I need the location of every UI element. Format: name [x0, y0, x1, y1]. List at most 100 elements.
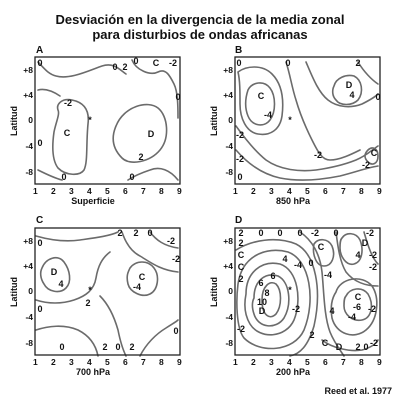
panel-d-x-tick: 4 [287, 357, 292, 367]
panel-a-x-tick: 6 [123, 186, 128, 196]
panel-d-y-ticks: +8 +4 0 -4 -8 [223, 236, 233, 348]
panel-b-y-tick: -8 [225, 167, 233, 177]
panel-b-contour-label: -2 [236, 130, 244, 140]
panel-b-contour-label: 0 [236, 58, 241, 68]
panel-d-y-tick: 0 [228, 286, 233, 296]
panel-b-origin-marker: * [288, 115, 292, 125]
panel-a-contour-label: 0 [129, 172, 134, 182]
panel-c-contour-label: 2 [102, 342, 107, 352]
panel-c-contour [149, 231, 179, 249]
panel-a-x-tick: 4 [87, 186, 92, 196]
panel-a-x-tick: 8 [159, 186, 164, 196]
panel-c-label: C [36, 215, 43, 226]
panel-a-contour [37, 61, 127, 78]
panel-a-x-tick: 7 [141, 186, 146, 196]
panel-b-contour-label: 0 [375, 92, 380, 102]
panel-a-contour-label: 0 [37, 58, 42, 68]
panel-a-contour [112, 103, 168, 163]
panel-b-contour-label: 0 [237, 172, 242, 182]
panel-b-x-tick: 4 [287, 186, 292, 196]
panel-a-x-tick: 9 [177, 186, 182, 196]
panel-c-contour [121, 231, 179, 273]
panel-d-contour-label: D [259, 306, 266, 316]
panel-c-y-tick: -4 [25, 312, 33, 322]
panel-c-contour-label: -4 [133, 282, 141, 292]
panel-d-contour-label: C [355, 292, 362, 302]
panel-c-contour-label: 2 [85, 298, 90, 308]
panel-d-contour-label: -2 [368, 304, 376, 314]
panel-c-x-tick: 4 [87, 357, 92, 367]
panel-d-contour-label: 2 [355, 342, 360, 352]
panel-b-contour-label: D [346, 80, 353, 90]
panel-d-x-tick: 9 [377, 357, 382, 367]
panel-d-contour-label: -2 [369, 250, 377, 260]
panel-b-label: B [235, 45, 242, 56]
panel-d-contour-label: D [362, 238, 369, 248]
panel-c-x-label: 700 hPa [76, 367, 111, 377]
panel-a-contour-label: D [148, 129, 155, 139]
panel-d-contour [343, 288, 373, 322]
panel-b-y-tick: +4 [223, 90, 233, 100]
panel-b-x-tick: 7 [341, 186, 346, 196]
panel-c-contour-label: 0 [37, 304, 42, 314]
panel-d-y-tick: +4 [223, 261, 233, 271]
panel-d-contour-label: 0 [308, 258, 313, 268]
panel-d-contour [251, 274, 290, 327]
panel-c-contour-label: 0 [173, 326, 178, 336]
panel-c-y-tick: +8 [23, 236, 33, 246]
panel-d-contour-label: -2 [311, 228, 319, 238]
panel-c-y-ticks: +8 +4 0 -4 -8 [23, 236, 33, 348]
panel-d-contour [321, 339, 379, 352]
panel-c-contour [126, 261, 159, 297]
panel-d-contours [235, 231, 379, 357]
figure-title-line-2: para disturbios de ondas africanas [92, 27, 307, 42]
panel-d-contour [261, 282, 282, 318]
panel-d-contour [299, 231, 345, 357]
panel-d-contour-label: 2 [238, 274, 243, 284]
panel-c-contour-label: -2 [172, 254, 180, 264]
panel-d-contour [244, 262, 299, 336]
panel-a-contour [37, 169, 63, 181]
panel-c-contour-label: 2 [133, 228, 138, 238]
panel-c-contour-label: 0 [115, 342, 120, 352]
panel-a-x-ticks: 1 2 3 4 5 6 7 8 9 [33, 186, 182, 196]
panel-b-contour [357, 61, 379, 85]
panel-d-contour-label: -2 [366, 228, 374, 238]
panel-a-y-tick: +4 [23, 90, 33, 100]
panel-d: D 2 0 0 0 -2 0 -2 2 C D C C 4 -2 2 [209, 215, 382, 377]
panel-b-contour-label: 0 [285, 58, 290, 68]
panel-a-x-label: Superficie [71, 196, 115, 206]
panel-d-contour-label: 2 [309, 330, 314, 340]
panel-c-contour [35, 231, 119, 242]
panel-c-contour-label: C [139, 272, 146, 282]
panel-c-contour [39, 256, 71, 293]
panel-d-contour [330, 278, 378, 336]
panel-b-contour [235, 125, 379, 172]
panel-b-contour [244, 82, 276, 126]
panel-a-contour-label: C [153, 58, 160, 68]
panel-d-contour-label: 6 [270, 271, 275, 281]
panel-d-contour-label: 0 [363, 342, 368, 352]
panel-c-x-tick: 9 [177, 357, 182, 367]
panel-d-contour-label: -6 [353, 302, 361, 312]
panel-c-contour [139, 319, 179, 357]
panel-a-contour-label: 0 [61, 172, 66, 182]
panel-b-contour-label: C [258, 91, 265, 101]
panel-c-contour [99, 295, 127, 357]
panel-d-x-tick: 1 [233, 357, 238, 367]
panel-a-contour [127, 167, 179, 181]
panel-c-contour-label: D [51, 267, 58, 277]
panel-b-x-tick: 5 [305, 186, 310, 196]
panel-a-y-ticks: +8 +4 0 -4 -8 [23, 65, 33, 177]
panel-b-x-tick: 9 [377, 186, 382, 196]
panel-a-contour-label: -2 [64, 98, 72, 108]
panel-d-contour-label: C [238, 262, 245, 272]
panel-b: B 0 0 2 C D 4 -4 0 -2 -2 0 -2 -2 C * 1 2 [209, 45, 382, 206]
panel-b-y-ticks: +8 +4 0 -4 -8 [223, 65, 233, 177]
panel-d-y-label: Latitud [209, 277, 219, 307]
panel-c-contour-label: -2 [167, 236, 175, 246]
panel-d-y-tick: -8 [225, 338, 233, 348]
panel-d-x-tick: 7 [341, 357, 346, 367]
panel-d-x-ticks: 1 2 3 4 5 6 7 8 9 [233, 357, 382, 367]
panel-b-y-tick: -4 [225, 141, 233, 151]
